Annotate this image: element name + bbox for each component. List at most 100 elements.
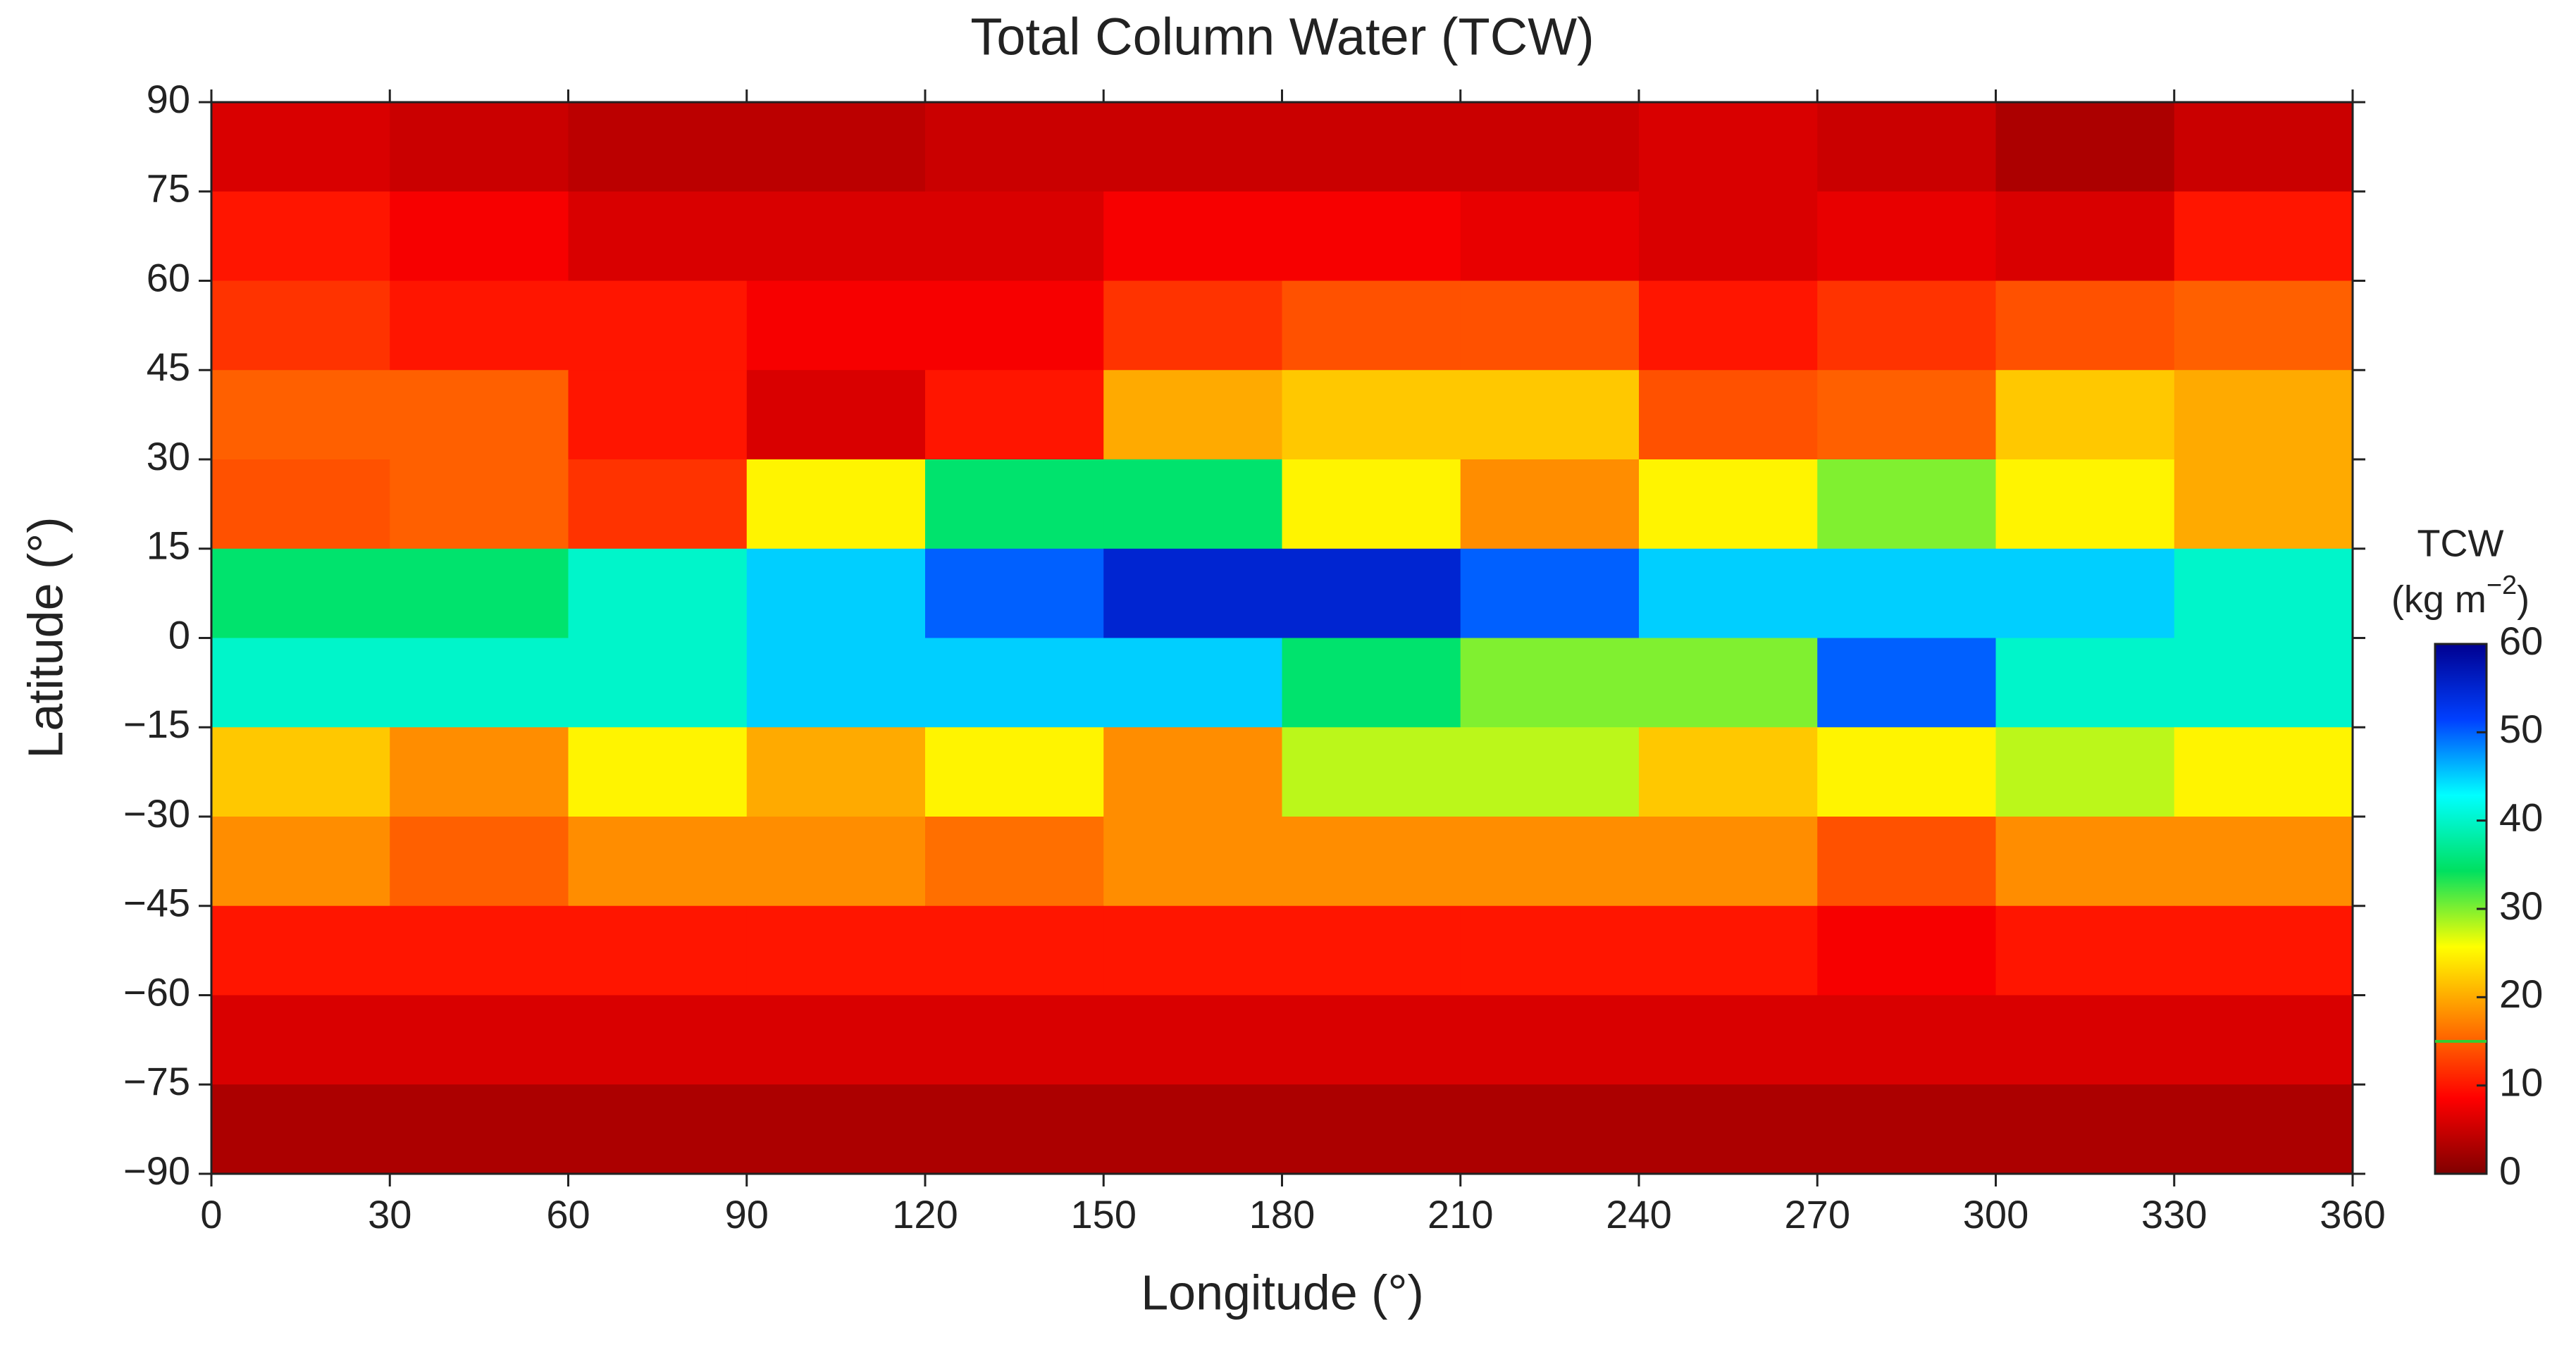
heat-cell xyxy=(2174,727,2353,817)
heat-cell xyxy=(1103,370,1282,460)
chart-title: Total Column Water (TCW) xyxy=(970,8,1594,66)
heat-cell xyxy=(1995,905,2175,996)
heat-cell xyxy=(925,638,1104,728)
y-tick-label: 60 xyxy=(147,255,190,299)
heat-cell xyxy=(390,995,569,1085)
x-tick-label: 270 xyxy=(1785,1192,1850,1236)
heat-cell xyxy=(1817,727,1996,817)
heat-cell xyxy=(2174,638,2353,728)
heat-cell xyxy=(1639,638,1818,728)
heat-cell xyxy=(211,459,390,550)
heat-cell xyxy=(390,817,569,907)
x-tick-label: 360 xyxy=(2320,1192,2385,1236)
heat-cell xyxy=(1460,1084,1640,1174)
heat-cell xyxy=(390,191,569,281)
heat-cell xyxy=(925,459,1104,550)
y-tick-label: 75 xyxy=(147,166,190,211)
heat-cell xyxy=(746,191,926,281)
heat-cell xyxy=(390,638,569,728)
heat-cell xyxy=(1103,727,1282,817)
heat-cell xyxy=(746,638,926,728)
heat-cell xyxy=(390,280,569,371)
heat-cell xyxy=(1639,995,1818,1085)
heat-cell xyxy=(568,638,748,728)
heat-cell xyxy=(925,548,1104,638)
heat-cell xyxy=(746,548,926,638)
heat-cell xyxy=(568,191,748,281)
heat-cell xyxy=(2174,191,2353,281)
heat-cell xyxy=(2174,995,2353,1085)
x-axis-label: Longitude (°) xyxy=(1141,1265,1424,1320)
y-tick-label: −30 xyxy=(123,791,190,836)
heat-cell xyxy=(1817,905,1996,996)
heat-cell xyxy=(1817,459,1996,550)
x-tick-label: 240 xyxy=(1606,1192,1671,1236)
heat-cell xyxy=(211,191,390,281)
heat-cell xyxy=(1995,548,2175,638)
heat-cell xyxy=(1460,102,1640,192)
heat-cell xyxy=(1282,727,1461,817)
heat-cell xyxy=(1817,191,1996,281)
heat-cell xyxy=(211,817,390,907)
heat-cell xyxy=(746,905,926,996)
y-tick-label: −60 xyxy=(123,969,190,1014)
heat-cell xyxy=(211,370,390,460)
heat-cell xyxy=(1460,995,1640,1085)
y-tick-label: −75 xyxy=(123,1059,190,1103)
colorbar-tick-label: 40 xyxy=(2499,795,2543,839)
y-tick-label: 30 xyxy=(147,434,190,478)
heat-cell xyxy=(1639,817,1818,907)
heat-cell xyxy=(1282,459,1461,550)
heat-cell xyxy=(1103,459,1282,550)
unit-close: ) xyxy=(2517,578,2529,621)
heat-cell xyxy=(1639,370,1818,460)
colorbar-tick-label: 10 xyxy=(2499,1060,2543,1104)
unit-text: (kg m xyxy=(2391,578,2487,621)
heat-cell xyxy=(1460,280,1640,371)
unit-exponent: −2 xyxy=(2487,571,2517,600)
heat-cell xyxy=(1460,817,1640,907)
heat-cell xyxy=(1460,548,1640,638)
heat-cell xyxy=(568,102,748,192)
heat-cell xyxy=(746,727,926,817)
heat-cell xyxy=(390,102,569,192)
heat-cell xyxy=(925,727,1104,817)
heat-cell xyxy=(925,102,1104,192)
colorbar-unit: (kg m−2) xyxy=(2391,571,2529,621)
heat-cell xyxy=(1282,370,1461,460)
heat-cell xyxy=(211,1084,390,1174)
y-tick-label: 0 xyxy=(168,612,190,657)
heat-cell xyxy=(1282,905,1461,996)
heat-cell xyxy=(568,1084,748,1174)
heat-cell xyxy=(1817,280,1996,371)
heat-cell xyxy=(1103,905,1282,996)
heat-cell xyxy=(211,727,390,817)
heat-cell xyxy=(1103,102,1282,192)
heat-cell xyxy=(1460,727,1640,817)
heat-cell xyxy=(925,1084,1104,1174)
heat-cell xyxy=(1282,638,1461,728)
heat-cell xyxy=(1103,1084,1282,1174)
heat-cell xyxy=(1460,459,1640,550)
heat-cell xyxy=(2174,102,2353,192)
heat-cell xyxy=(1639,102,1818,192)
heat-cell xyxy=(2174,548,2353,638)
heat-cell xyxy=(390,370,569,460)
colorbar-tick-label: 20 xyxy=(2499,972,2543,1016)
heat-cell xyxy=(2174,280,2353,371)
heat-cell xyxy=(746,280,926,371)
heat-cell xyxy=(1103,280,1282,371)
heat-cell xyxy=(1282,548,1461,638)
y-tick-label: 45 xyxy=(147,345,190,389)
heat-cell xyxy=(568,727,748,817)
colorbar-tick-label: 60 xyxy=(2499,619,2543,663)
x-tick-label: 180 xyxy=(1249,1192,1315,1236)
heat-cell xyxy=(1995,1084,2175,1174)
heat-cell xyxy=(211,995,390,1085)
heat-cell xyxy=(568,995,748,1085)
heat-cell xyxy=(568,905,748,996)
heat-cell xyxy=(1282,995,1461,1085)
heat-cell xyxy=(1282,1084,1461,1174)
heat-cell xyxy=(1995,102,2175,192)
heat-cell xyxy=(568,459,748,550)
